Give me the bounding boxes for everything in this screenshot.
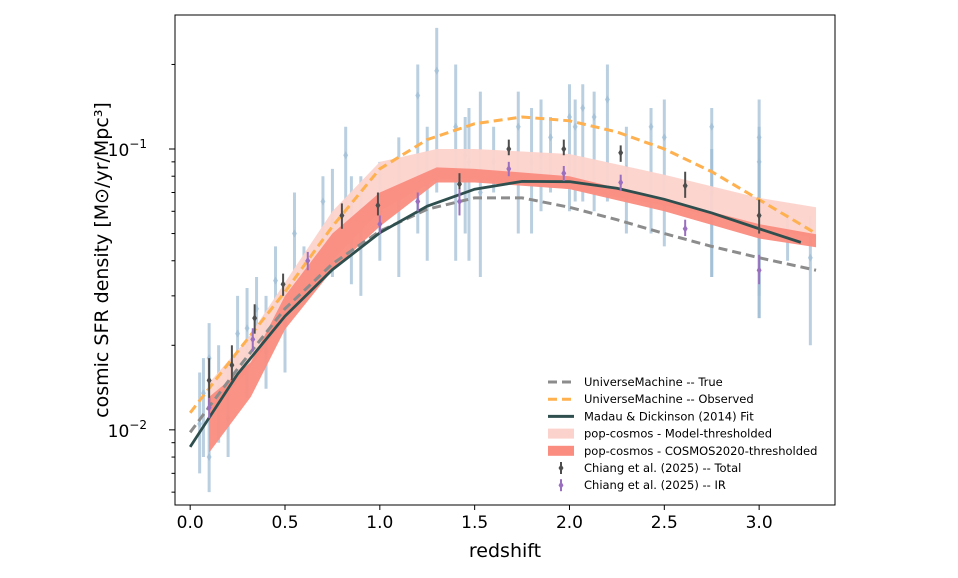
x-tick-label: 1.0 [366,513,393,533]
chiang-total-point-marker [682,181,688,190]
legend-marker [558,464,564,472]
x-tick-label: 2.0 [556,513,583,533]
compilation-point-marker [477,188,483,197]
x-tick-label: 0.5 [271,513,298,533]
compilation-point-marker [566,112,572,121]
plot-content [188,27,817,493]
legend-label: pop-cosmos - COSMOS2020-thresholded [584,444,817,458]
compilation-point-marker [343,151,349,160]
chiang-ir-point-marker [506,164,512,173]
compilation-point-marker [197,419,203,428]
x-axis-label: redshift [469,540,541,562]
chiang-ir-point-marker [377,220,383,229]
legend-label: Madau & Dickinson (2014) Fit [584,409,754,423]
compilation-point-marker [807,253,813,262]
chiang-ir-point-marker [618,178,624,187]
legend-label: Chiang et al. (2025) -- Total [584,461,741,475]
cosmos2020-thresholded-band [209,167,817,453]
um-observed-line [188,115,817,414]
legend-swatch [548,445,574,456]
chiang-total-point-marker [206,376,212,385]
compilation-point-marker [580,103,586,112]
axes: 0.0 0.5 1.0 1.5 2.0 2.5 3.0 10−2 10−1 [108,63,773,533]
chiang-ir-point-marker [456,197,462,206]
chiang-total-point-marker [456,180,462,189]
legend-label: UniverseMachine -- Observed [584,392,754,406]
chiang-total-point-marker [339,211,345,220]
chiang-total-point-marker [280,280,286,289]
chiang-ir-point-marker [206,403,212,412]
x-tick-label: 3.0 [746,513,773,533]
y-axis-label: cosmic SFR density [M⊙/yr/Mpc³] [91,102,113,418]
compilation-point-marker [244,324,250,333]
chiang-ir-point-marker [682,224,688,233]
compilation-point-marker [320,197,326,206]
chiang-total-point-marker [506,144,512,153]
compilation-point-marker [291,229,297,238]
compilation-point-marker [709,122,715,131]
compilation-point-marker [206,453,212,462]
chiang-ir-point-marker [561,169,567,178]
x-tick-label: 1.5 [461,513,488,533]
legend-label: UniverseMachine -- True [584,375,723,389]
y-tick-label: 10−1 [108,137,147,161]
compilation-point-marker [434,66,440,75]
chiang-total-point-marker [618,148,624,157]
chiang-total-point-marker [229,361,235,370]
y-tick-label: 10−2 [108,418,147,442]
chiang-ir-point-marker [415,197,421,206]
compilation-point-marker [648,122,654,131]
compilation-point-marker [235,329,241,338]
legend-label: Chiang et al. (2025) -- IR [584,478,726,492]
madau-dickinson-line [188,179,802,448]
legend-marker [558,481,564,490]
legend: UniverseMachine -- True UniverseMachine -… [548,375,817,492]
compilation-point-marker [515,122,521,131]
compilation-point-marker [591,112,597,121]
plot-area [188,27,817,493]
compilation-point-marker [661,133,667,142]
compilation-point-marker [415,91,421,100]
chiang-ir-point-marker [305,256,311,265]
legend-swatch [548,428,574,439]
legend-label: pop-cosmos - Model-thresholded [584,427,772,441]
compilation-point-marker [273,276,279,285]
chiang-total-point-marker [375,201,381,210]
chiang-total-point-marker [561,144,567,153]
plot-frame [174,14,836,506]
compilation-point-marker [572,122,578,131]
x-tick-label: 2.5 [651,513,678,533]
x-tick-label: 0.0 [177,513,204,533]
chiang-total-point-marker [756,211,762,220]
chiang-ir-point-marker [756,266,762,275]
compilation-point-marker [548,133,554,142]
chiang-ir-point-marker [250,335,256,344]
compilation-point-marker [604,95,610,104]
chiang-total-point-marker [252,314,258,323]
